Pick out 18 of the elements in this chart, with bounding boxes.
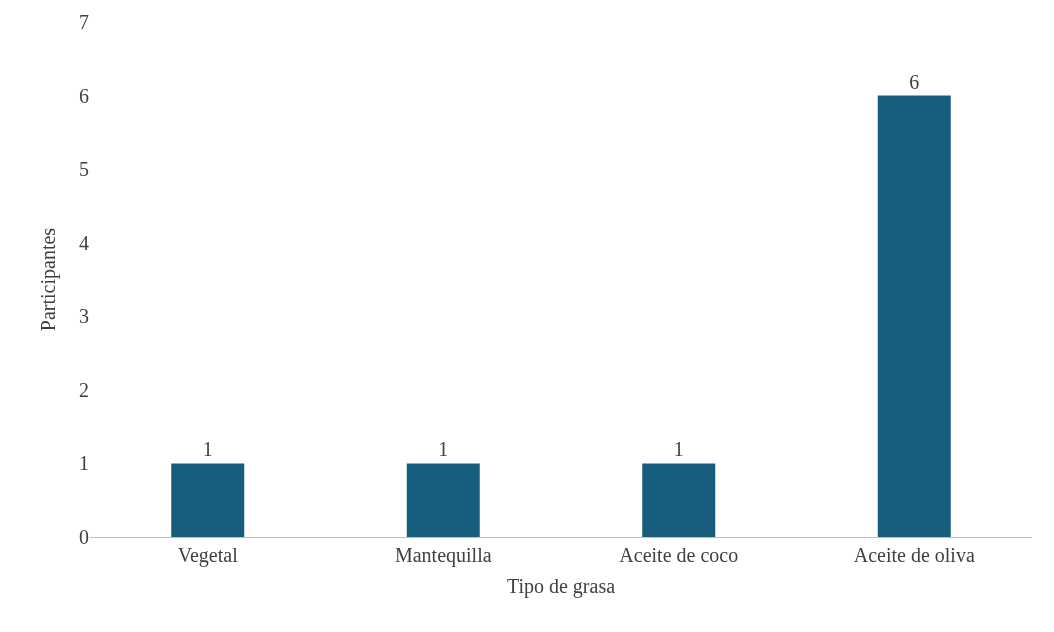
x-tick-label: Aceite de coco [619,544,739,566]
y-tick-label: 1 [79,452,89,475]
x-tick-label: Aceite de oliva [853,544,975,566]
y-tick-label: 7 [79,11,89,33]
y-tick-label: 3 [79,305,89,328]
y-tick-label: 4 [79,231,89,254]
y-tick-label: 2 [79,378,89,401]
data-label: 6 [909,70,920,93]
y-tick-label: 5 [79,158,89,181]
x-axis-title: Tipo de grasa [506,574,616,598]
data-label: 1 [202,438,213,461]
y-tick-label: 6 [79,84,89,107]
data-label: 1 [673,438,684,461]
data-label: 1 [438,438,449,461]
y-axis-title: Participantes [36,227,60,332]
x-tick-label: Vegetal [177,544,239,567]
x-tick-label: Mantequilla [394,544,492,567]
y-tick-label: 0 [79,526,89,548]
